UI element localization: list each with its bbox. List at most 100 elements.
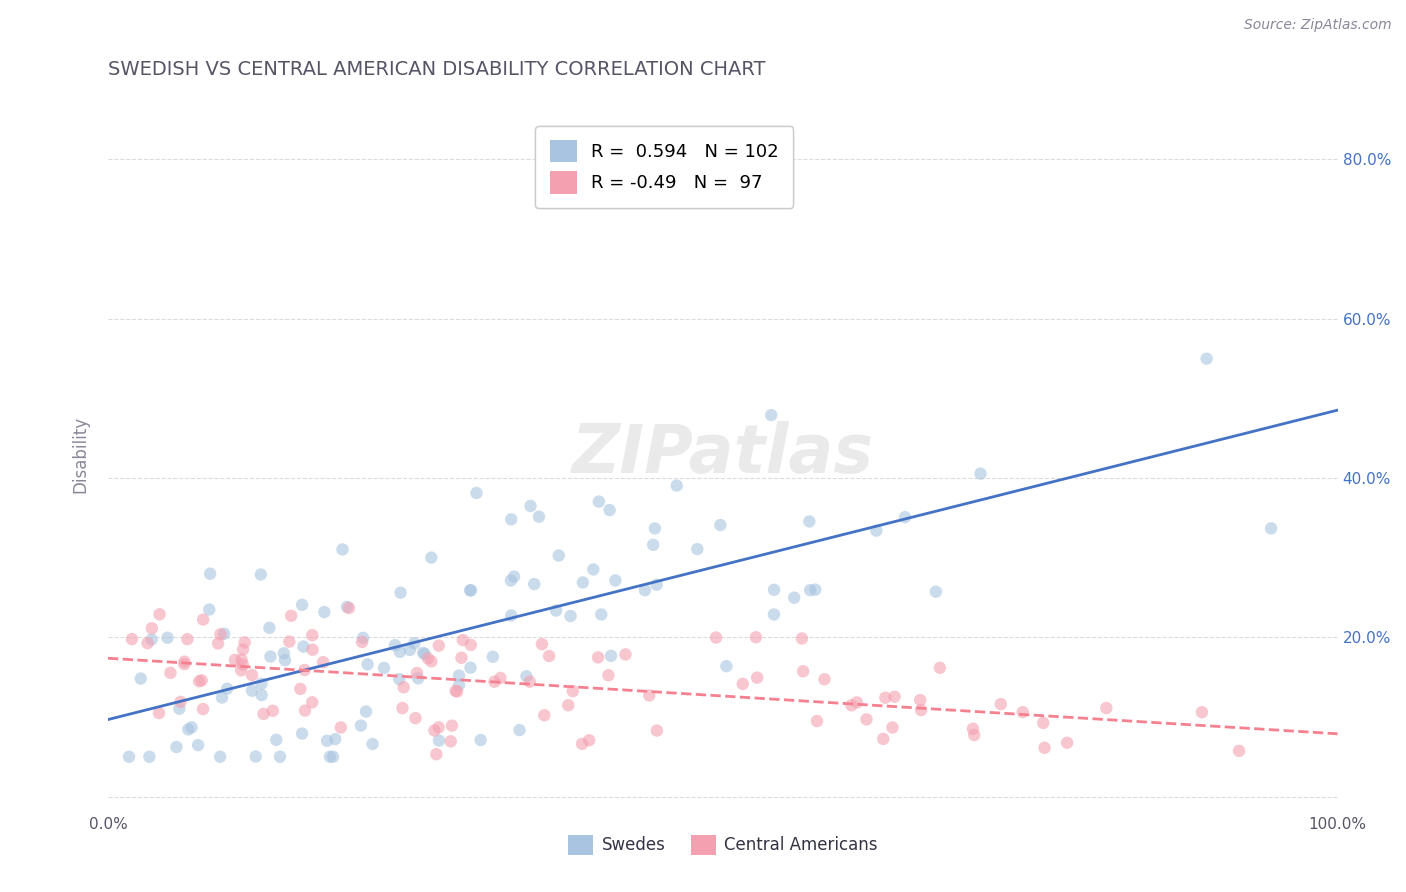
- Central Americans: [427, 639, 450, 653]
- Central Americans: [446, 684, 468, 698]
- Swedes: [420, 550, 443, 565]
- Swedes: [572, 575, 595, 590]
- Central Americans: [148, 607, 170, 622]
- Swedes: [412, 646, 434, 660]
- Swedes: [515, 669, 537, 683]
- Swedes: [398, 643, 420, 657]
- Swedes: [269, 749, 291, 764]
- Swedes: [388, 645, 411, 659]
- Central Americans: [290, 681, 312, 696]
- Swedes: [250, 567, 273, 582]
- Central Americans: [252, 706, 274, 721]
- Swedes: [925, 584, 948, 599]
- Central Americans: [530, 637, 553, 651]
- Central Americans: [533, 708, 555, 723]
- Swedes: [503, 569, 526, 583]
- Central Americans: [578, 733, 600, 747]
- Swedes: [709, 518, 731, 533]
- Swedes: [783, 591, 806, 605]
- Swedes: [259, 649, 281, 664]
- Central Americans: [841, 698, 863, 713]
- Swedes: [250, 688, 273, 702]
- Swedes: [187, 738, 209, 752]
- Central Americans: [312, 655, 335, 669]
- Swedes: [217, 681, 239, 696]
- Central Americans: [173, 657, 195, 672]
- Swedes: [384, 638, 406, 652]
- Central Americans: [598, 668, 620, 682]
- Swedes: [1260, 521, 1282, 535]
- Swedes: [354, 705, 377, 719]
- Central Americans: [425, 747, 447, 762]
- Swedes: [356, 657, 378, 672]
- Y-axis label: Disability: Disability: [72, 416, 89, 492]
- Swedes: [198, 566, 221, 581]
- Text: SWEDISH VS CENTRAL AMERICAN DISABILITY CORRELATION CHART: SWEDISH VS CENTRAL AMERICAN DISABILITY C…: [108, 60, 765, 78]
- Swedes: [804, 582, 827, 597]
- Swedes: [259, 621, 281, 635]
- Swedes: [546, 603, 568, 617]
- Swedes: [169, 702, 191, 716]
- Central Americans: [747, 671, 769, 685]
- Central Americans: [882, 721, 904, 735]
- Swedes: [865, 524, 887, 538]
- Central Americans: [209, 627, 232, 641]
- Swedes: [274, 653, 297, 667]
- Swedes: [460, 583, 482, 598]
- Swedes: [240, 683, 263, 698]
- Swedes: [212, 627, 235, 641]
- Swedes: [361, 737, 384, 751]
- Central Americans: [352, 635, 374, 649]
- Swedes: [591, 607, 613, 622]
- Central Americans: [391, 701, 413, 715]
- Central Americans: [557, 698, 579, 713]
- Swedes: [388, 672, 411, 686]
- Central Americans: [121, 632, 143, 646]
- Swedes: [336, 599, 359, 614]
- Swedes: [156, 631, 179, 645]
- Central Americans: [233, 635, 256, 649]
- Central Americans: [561, 684, 583, 698]
- Swedes: [519, 499, 541, 513]
- Central Americans: [416, 651, 439, 665]
- Swedes: [180, 720, 202, 734]
- Swedes: [316, 733, 339, 747]
- Central Americans: [191, 702, 214, 716]
- Swedes: [291, 598, 314, 612]
- Swedes: [643, 538, 665, 552]
- Central Americans: [392, 680, 415, 694]
- Central Americans: [928, 661, 950, 675]
- Central Americans: [232, 642, 254, 657]
- Central Americans: [262, 704, 284, 718]
- Swedes: [501, 512, 523, 526]
- Swedes: [799, 583, 821, 598]
- Central Americans: [645, 723, 668, 738]
- Legend: R =  0.594   N = 102, R = -0.49   N =  97: R = 0.594 N = 102, R = -0.49 N = 97: [536, 126, 793, 208]
- Central Americans: [193, 613, 215, 627]
- Central Americans: [224, 653, 246, 667]
- Swedes: [323, 732, 346, 747]
- Central Americans: [176, 632, 198, 647]
- Central Americans: [1032, 715, 1054, 730]
- Central Americans: [855, 712, 877, 726]
- Swedes: [482, 649, 505, 664]
- Swedes: [465, 486, 488, 500]
- Swedes: [762, 607, 785, 622]
- Swedes: [373, 661, 395, 675]
- Central Americans: [444, 684, 467, 698]
- Central Americans: [731, 677, 754, 691]
- Swedes: [413, 647, 436, 661]
- Central Americans: [1227, 744, 1250, 758]
- Central Americans: [141, 621, 163, 635]
- Central Americans: [883, 690, 905, 704]
- Swedes: [458, 583, 481, 598]
- Central Americans: [614, 648, 637, 662]
- Swedes: [118, 749, 141, 764]
- Swedes: [319, 749, 342, 764]
- Central Americans: [231, 653, 253, 667]
- Swedes: [427, 733, 450, 747]
- Swedes: [634, 583, 657, 598]
- Swedes: [389, 585, 412, 599]
- Central Americans: [440, 718, 463, 732]
- Central Americans: [1191, 705, 1213, 719]
